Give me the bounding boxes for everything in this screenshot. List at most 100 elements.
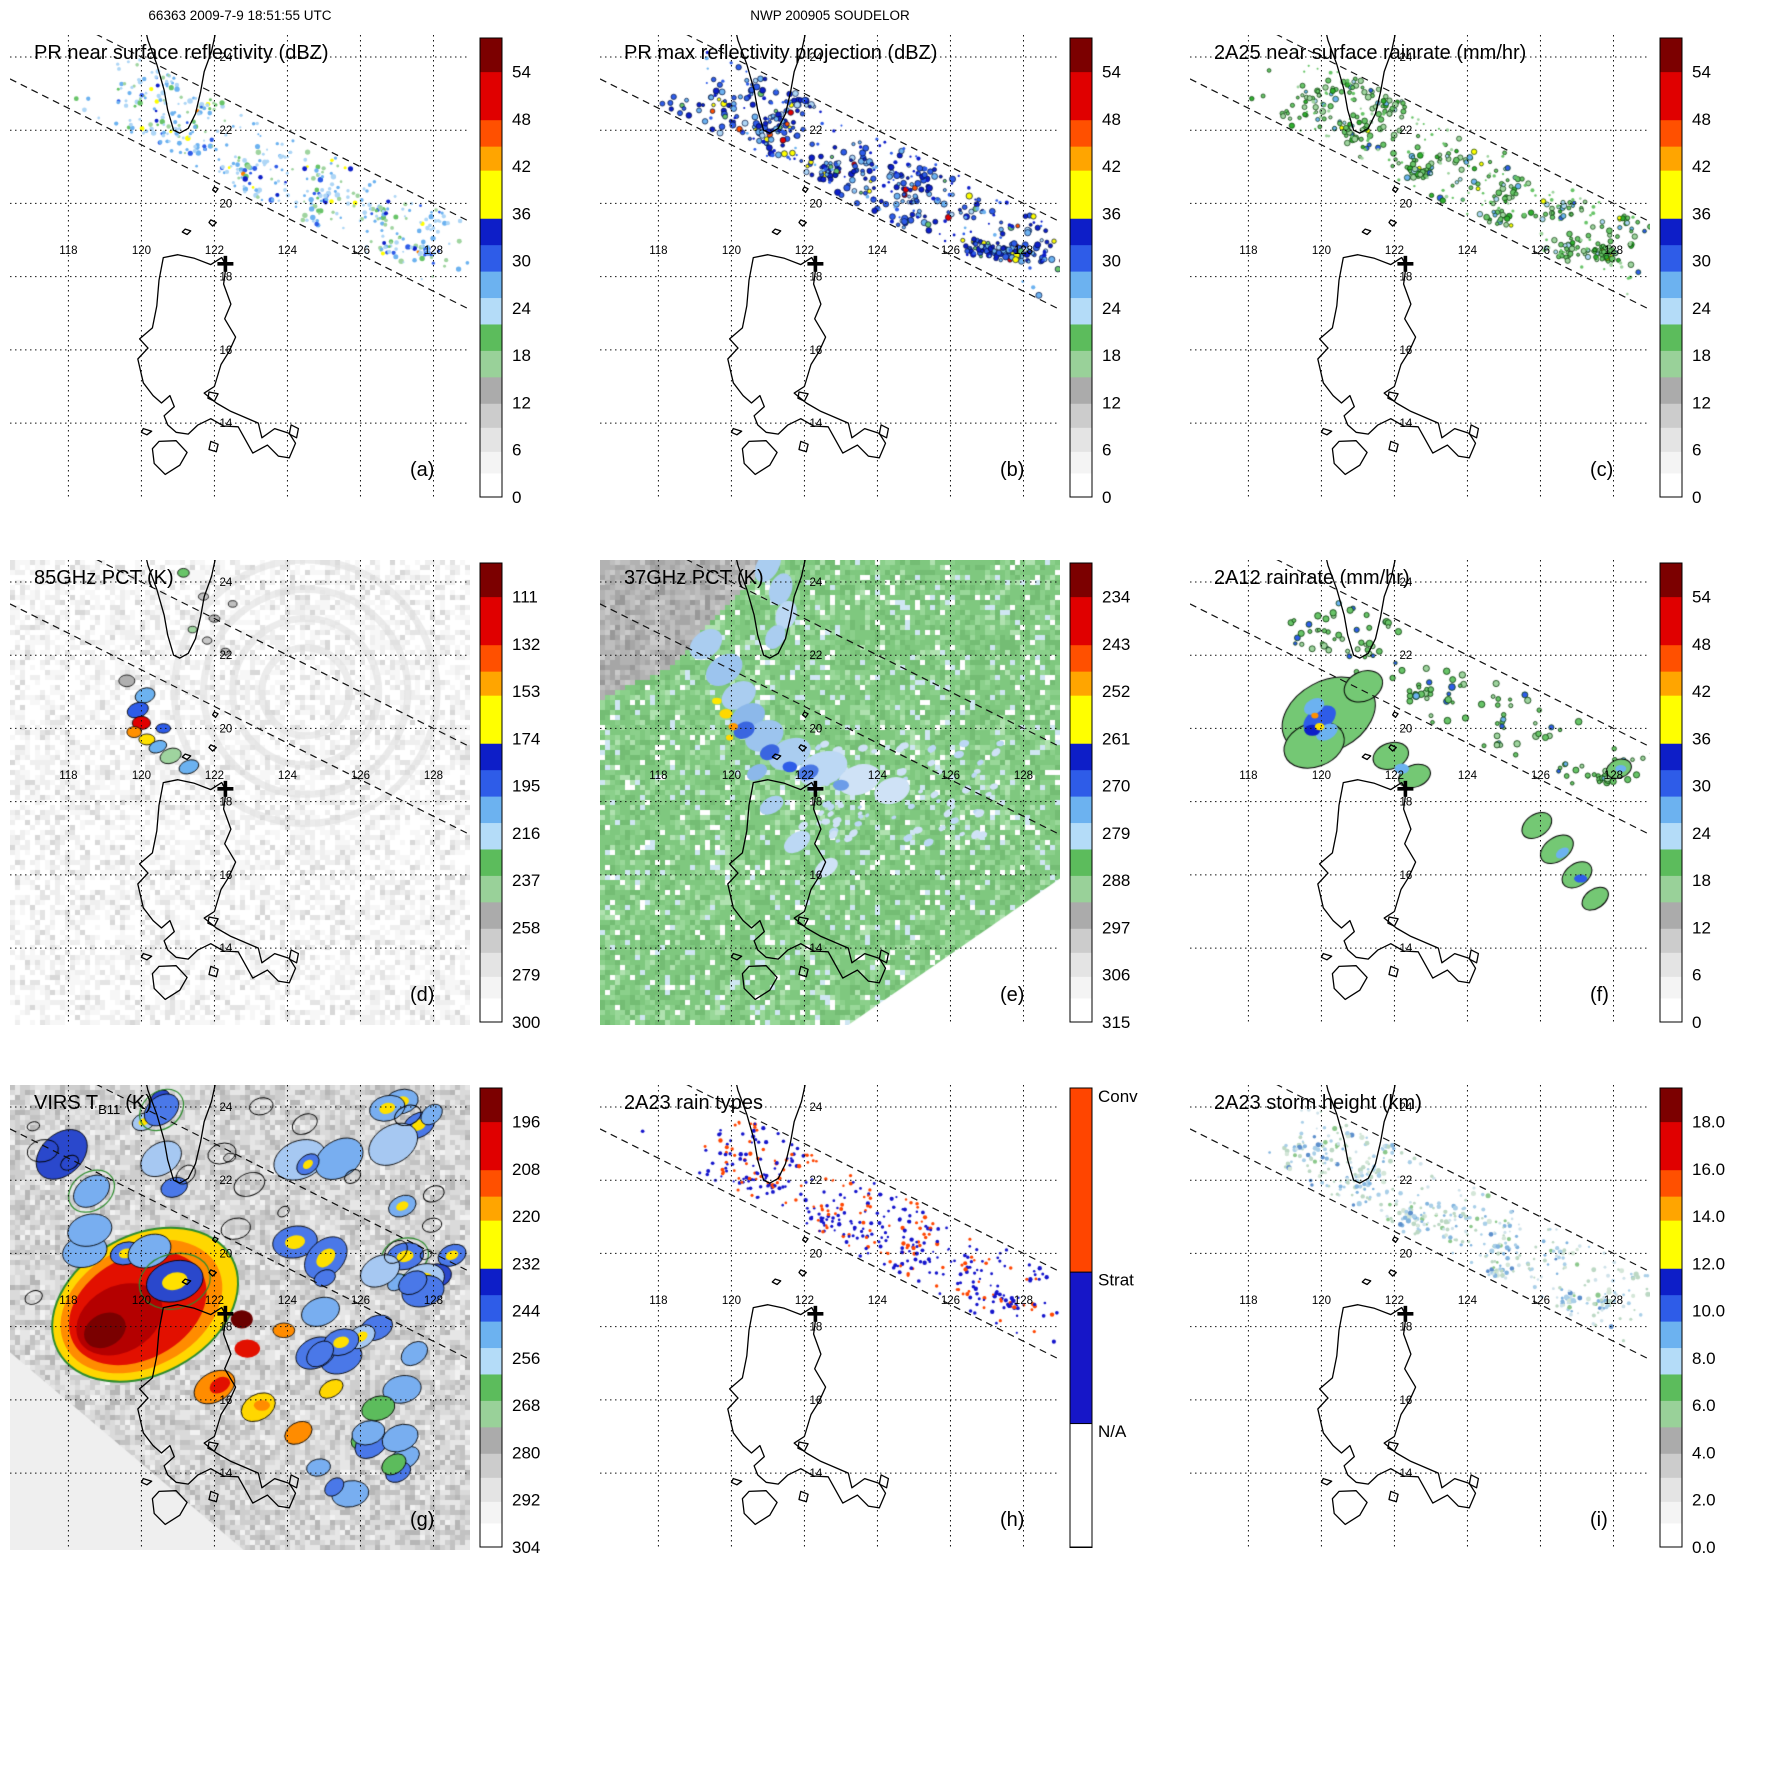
coastline [151,440,188,476]
coastline [1331,440,1368,476]
lon-label: 122 [205,245,224,257]
colorbar-frame [1659,37,1683,498]
lat-label: 16 [809,870,822,882]
colorbar-segment [1070,427,1092,452]
coastline [741,965,778,1001]
field-canvas-f [1190,560,1650,1025]
coastline [208,219,217,227]
coastline [1326,560,1396,659]
coastline [140,952,153,961]
map-overlay: 118 120 122 124 126 128 14 16 18 20 22 24 [10,35,470,500]
coastline [771,1278,782,1286]
colorbar-segment [1070,403,1092,428]
panel-title: VIRS TB11 (K) [34,1092,152,1117]
lat-label: 14 [809,943,822,955]
storm-name-label: NWP 200905 SOUDELOR [750,8,910,23]
colorbar-segment [1660,1321,1682,1349]
colorbar-segment [1070,644,1092,672]
swath-edge-line [96,35,470,223]
lon-label: 126 [1531,770,1550,782]
colorbar-segment [1070,38,1092,73]
colorbar-segment [1660,297,1682,325]
coastline [1388,440,1399,453]
swath-edge-line [600,1128,1060,1361]
lat-label: 18 [1399,1322,1412,1334]
coastline [727,254,887,459]
colorbar-tick-label: 16.0 [1692,1160,1725,1179]
header-left-cell: 66363 2009-7-9 18:51:55 UTC [0,8,590,35]
coastline [1326,35,1396,134]
colorbar-e: 315 306 297 288 279 270 261 252 243 234 [1069,562,1130,1032]
map-overlay-svg-h: 118 120 122 124 126 128 14 16 18 20 22 24 2A23 rain … [600,1085,1060,1550]
colorbar-tick-label: 195 [512,777,540,796]
lat-label: 14 [1399,418,1412,430]
colorbar-segment [480,901,502,929]
coastline [140,427,153,436]
colorbar-tick-label: 42 [1692,682,1711,701]
colorbar-segment [1070,218,1092,246]
coastline [736,560,806,659]
colorbar-segment [1660,1522,1682,1548]
colorbar-segment [1070,743,1092,771]
lon-label: 120 [1312,245,1331,257]
colorbar-tick-label: 12.0 [1692,1254,1725,1273]
coastline [1391,186,1399,194]
lat-label: 20 [809,1248,822,1260]
colorbar-segment [1070,451,1092,474]
colorbar-segment [1660,1196,1682,1221]
coastline [727,779,887,984]
colorbar-tick-label: 153 [512,682,540,701]
colorbar-segment [480,403,502,428]
coastline [1468,1474,1480,1489]
lon-label: 128 [424,1295,443,1307]
coastline [1387,1441,1399,1452]
colorbar-tick-label: 12 [512,393,531,412]
panel-letter: (a) [410,459,434,481]
lat-label: 16 [219,1395,232,1407]
lon-label: 118 [1239,770,1257,782]
map-overlay: 118 120 122 124 126 128 14 16 18 20 22 24 [600,1085,1060,1550]
colorbar-tick-label: 315 [1102,1013,1130,1032]
colorbar-segment [1660,875,1682,903]
map-overlay-svg-e: 118 120 122 124 126 128 14 16 18 20 22 24 37GHz PCT … [600,560,1060,1025]
colorbar-segment [1660,427,1682,452]
colorbar-segment [480,271,502,299]
lat-label: 24 [219,577,232,589]
panel-d: 118 120 122 124 126 128 14 16 18 20 22 24 85GHz PCT … [0,560,590,1085]
lat-label: 14 [219,1468,232,1480]
colorbar-tick-label: 258 [512,918,540,937]
colorbar-segment [480,323,502,351]
lon-label: 120 [1312,1295,1331,1307]
colorbar-tick-label: 6.0 [1692,1396,1716,1415]
lat-label: 22 [219,650,232,662]
lat-label: 20 [219,198,232,210]
colorbar-tick-label: 24 [512,299,531,318]
field-canvas-e [600,560,1060,1025]
colorbar-segment [1070,350,1092,378]
colorbar-segment [1660,146,1682,171]
colorbar-segment [1660,1426,1682,1454]
colorbar-tick-label: 256 [512,1349,540,1368]
coastline [181,228,192,236]
coastline [730,1477,743,1486]
map-plot-d: 118 120 122 124 126 128 14 16 18 20 22 24 85GHz PCT … [10,560,470,1025]
colorbar-segment [1069,1087,1093,1273]
colorbar-segment [480,671,502,696]
lon-label: 124 [1458,770,1478,782]
lat-label: 16 [219,345,232,357]
colorbar-tick-label: 111 [512,588,538,607]
colorbar-segment [480,1453,502,1478]
colorbar-tick-label: 54 [1692,63,1711,82]
panel-title: PR max reflectivity projection (dBZ) [624,42,937,64]
colorbar-segment [1069,1422,1093,1549]
colorbar-segment [480,1373,502,1401]
colorbar-segment [480,1294,502,1322]
colorbar-segment [480,743,502,771]
coastline [1331,1490,1368,1526]
colorbar-segment [1660,1373,1682,1401]
colorbar-tick-label: 54 [1692,588,1711,607]
colorbar-tick-label: 244 [512,1302,540,1321]
coastline [151,1490,188,1526]
lon-label: 126 [351,770,370,782]
